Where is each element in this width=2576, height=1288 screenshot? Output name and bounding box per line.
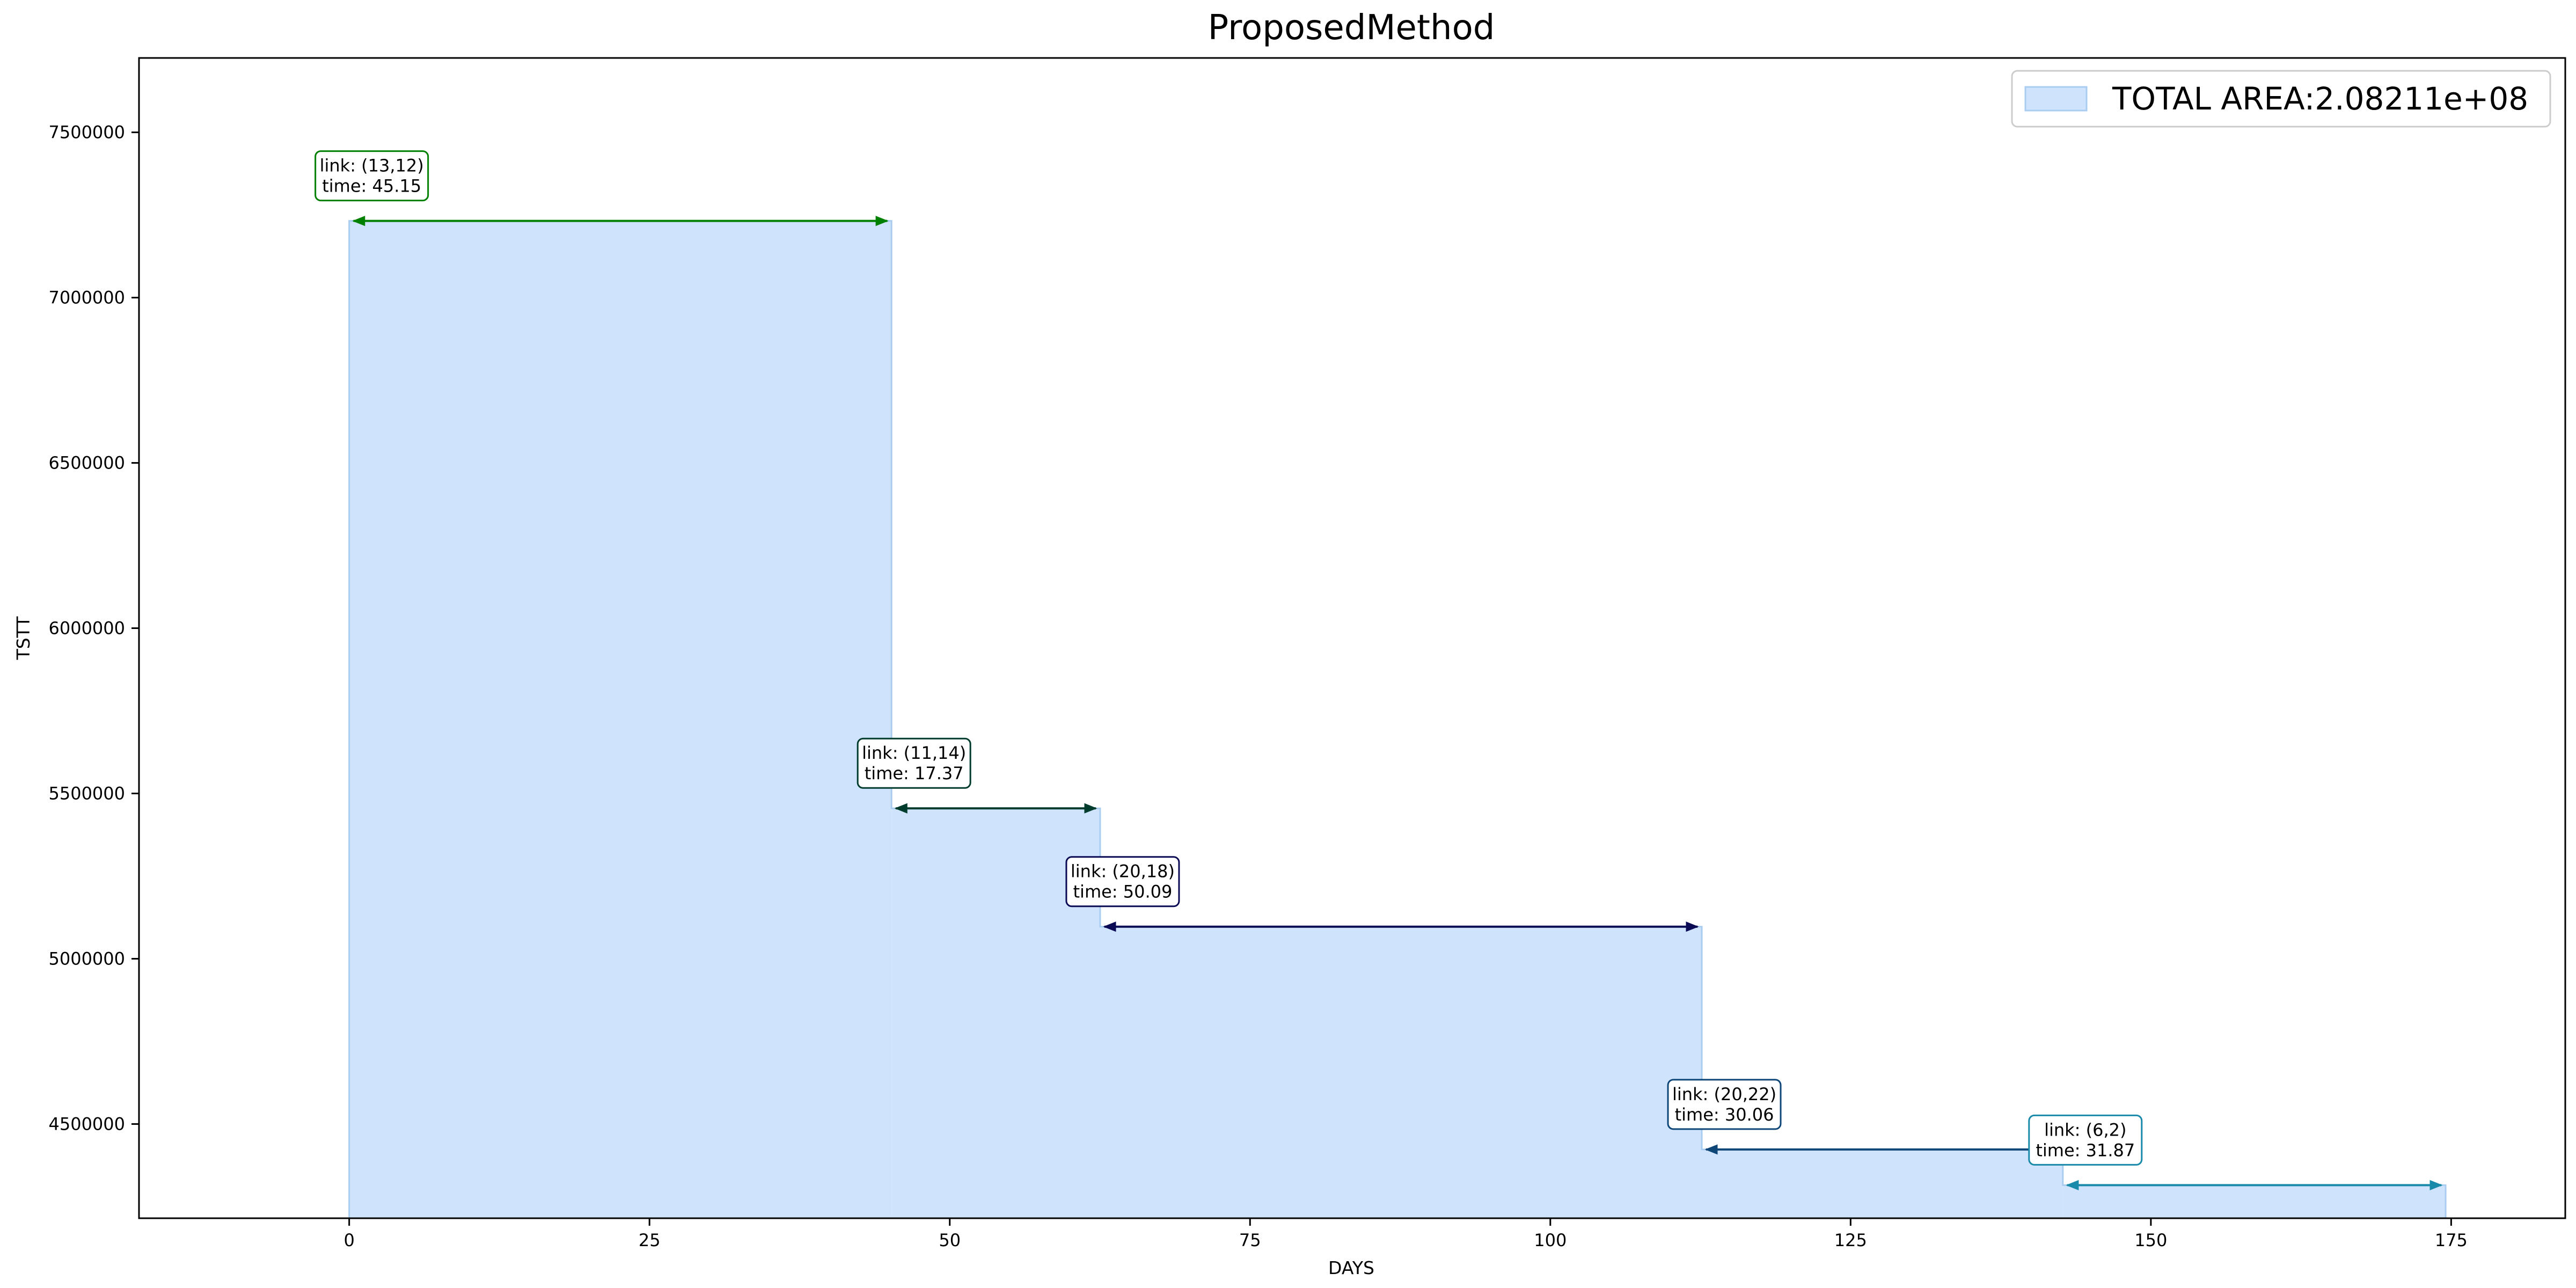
- annotation-link-label: link: (11,14): [862, 743, 966, 763]
- y-tick-label: 7500000: [48, 122, 125, 143]
- x-axis-label: DAYS: [1328, 1257, 1374, 1278]
- chart-title: ProposedMethod: [1208, 8, 1495, 48]
- annotation-box-3: [1065, 856, 1180, 908]
- annotation-link-label: link: (20,22): [1672, 1084, 1776, 1104]
- annotation-link-label: link: (6,2): [2044, 1119, 2126, 1140]
- legend-box: [2011, 70, 2551, 128]
- legend-label: TOTAL AREA:2.08211e+08: [2112, 80, 2528, 117]
- annotation-box-2: [857, 737, 971, 789]
- x-tick-label: 0: [343, 1230, 354, 1250]
- x-axis: 0 25 50 75 100 125 150 175: [343, 1218, 2468, 1250]
- y-axis-label: TSTT: [13, 616, 34, 661]
- annotation-time-label: time: 50.09: [1073, 882, 1173, 902]
- y-tick-label: 6500000: [48, 453, 125, 473]
- x-tick-label: 125: [1834, 1230, 1867, 1250]
- legend-swatch: [2024, 86, 2088, 112]
- annotation-time-label: time: 31.87: [2036, 1140, 2135, 1160]
- y-tick-label: 5500000: [48, 783, 125, 803]
- y-axis: 4500000 5000000 5500000 6000000 6500000 70000…: [48, 122, 139, 1134]
- step-block-1: [349, 221, 892, 1218]
- x-tick-label: 175: [2435, 1230, 2468, 1250]
- y-tick-label: 6000000: [48, 618, 125, 639]
- plot-frame: [138, 57, 2566, 1219]
- step-block-5: [2062, 1185, 2446, 1218]
- annotation-time-label: time: 17.37: [865, 763, 964, 784]
- step-block-2: [891, 808, 1100, 1218]
- step-block-4: [1702, 1149, 2063, 1218]
- annotation-box-5: [2028, 1114, 2143, 1166]
- x-tick-label: 150: [2134, 1230, 2167, 1250]
- x-tick-label: 100: [1534, 1230, 1567, 1250]
- y-tick-label: 5000000: [48, 948, 125, 969]
- legend: TOTAL AREA:2.08211e+08: [2011, 70, 2551, 128]
- annotation-link-label: link: (13,12): [320, 156, 424, 176]
- annotation-box-4: [1667, 1079, 1782, 1130]
- x-tick-label: 75: [1239, 1230, 1261, 1250]
- x-tick-label: 25: [639, 1230, 661, 1250]
- step-area: [348, 220, 2447, 1218]
- x-tick-label: 50: [939, 1230, 961, 1250]
- y-tick-label: 7000000: [48, 288, 125, 308]
- y-tick-label: 4500000: [48, 1114, 125, 1134]
- annotation-time-label: time: 30.06: [1675, 1104, 1774, 1125]
- annotation-box-1: [314, 150, 429, 202]
- annotation-link-label: link: (20,18): [1071, 861, 1175, 882]
- annotation-time-label: time: 45.15: [322, 176, 421, 196]
- step-block-3: [1100, 926, 1702, 1218]
